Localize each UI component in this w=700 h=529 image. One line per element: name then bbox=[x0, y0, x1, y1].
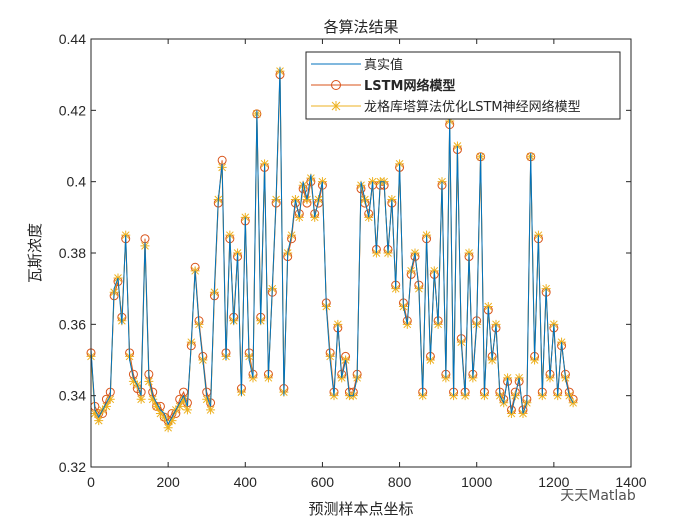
data-point-asterisk bbox=[202, 394, 212, 404]
x-tick-label: 1400 bbox=[615, 474, 646, 490]
legend-label-rk: 龙格库塔算法优化LSTM神经网络模型 bbox=[364, 99, 581, 115]
data-point-asterisk bbox=[437, 177, 447, 187]
data-point-asterisk bbox=[225, 230, 235, 240]
y-tick-label: 0.4 bbox=[67, 174, 87, 190]
legend-label-lstm: LSTM网络模型 bbox=[364, 78, 455, 94]
data-point-asterisk bbox=[179, 394, 189, 404]
watermark: 天天Matlab bbox=[560, 488, 636, 504]
data-point-asterisk bbox=[182, 405, 192, 415]
data-point-asterisk bbox=[90, 409, 100, 418]
y-tick-label: 0.34 bbox=[59, 388, 86, 404]
legend-marker-asterisk bbox=[331, 101, 341, 111]
y-tick-label: 0.36 bbox=[59, 316, 86, 332]
data-point-asterisk bbox=[128, 376, 138, 386]
x-axis-label: 预测样本点坐标 bbox=[308, 500, 413, 518]
data-point-asterisk bbox=[94, 416, 104, 426]
legend: 真实值 LSTM网络模型 龙格库塔算法优化LSTM神经网络模型 bbox=[305, 51, 621, 120]
data-point-asterisk bbox=[175, 401, 185, 411]
data-point-asterisk bbox=[121, 230, 131, 240]
data-point-asterisk bbox=[541, 284, 551, 294]
data-point-asterisk bbox=[422, 230, 432, 240]
data-point-asterisk bbox=[441, 373, 451, 383]
series-line bbox=[90, 67, 574, 426]
data-point-asterisk bbox=[468, 373, 478, 383]
data-point-asterisk bbox=[163, 423, 173, 433]
y-tick-label: 0.44 bbox=[59, 31, 86, 47]
data-point-asterisk bbox=[568, 398, 578, 408]
data-point-asterisk bbox=[152, 401, 162, 411]
data-point-asterisk bbox=[148, 394, 158, 404]
data-point-asterisk bbox=[159, 412, 169, 422]
series-0 bbox=[90, 67, 574, 426]
data-point-asterisk bbox=[155, 409, 165, 418]
y-tick-label: 0.32 bbox=[59, 459, 86, 475]
x-tick-label: 0 bbox=[87, 474, 95, 490]
data-point-asterisk bbox=[144, 376, 154, 386]
data-point-asterisk bbox=[206, 405, 216, 415]
chart-title: 各算法结果 bbox=[323, 18, 398, 36]
data-point-asterisk bbox=[545, 373, 555, 383]
y-axis-label: 瓦斯浓度 bbox=[26, 223, 44, 283]
data-point-asterisk bbox=[105, 394, 115, 404]
y-tick-label: 0.42 bbox=[59, 102, 86, 118]
x-tick-label: 400 bbox=[234, 474, 258, 490]
data-point-asterisk bbox=[533, 230, 543, 240]
x-tick-label: 1200 bbox=[538, 474, 569, 490]
x-tick-label: 600 bbox=[311, 474, 335, 490]
y-tick-label: 0.38 bbox=[59, 245, 86, 261]
x-tick-label: 200 bbox=[156, 474, 180, 490]
legend-marker-circle bbox=[331, 80, 341, 90]
x-tick-label: 800 bbox=[388, 474, 412, 490]
data-point-asterisk bbox=[167, 416, 177, 426]
legend-label-true: 真实值 bbox=[364, 57, 403, 73]
data-point-asterisk bbox=[263, 373, 273, 383]
data-point-asterisk bbox=[136, 394, 146, 404]
data-point-asterisk bbox=[433, 319, 443, 329]
data-point-asterisk bbox=[101, 401, 111, 411]
x-tick-label: 1000 bbox=[461, 474, 492, 490]
